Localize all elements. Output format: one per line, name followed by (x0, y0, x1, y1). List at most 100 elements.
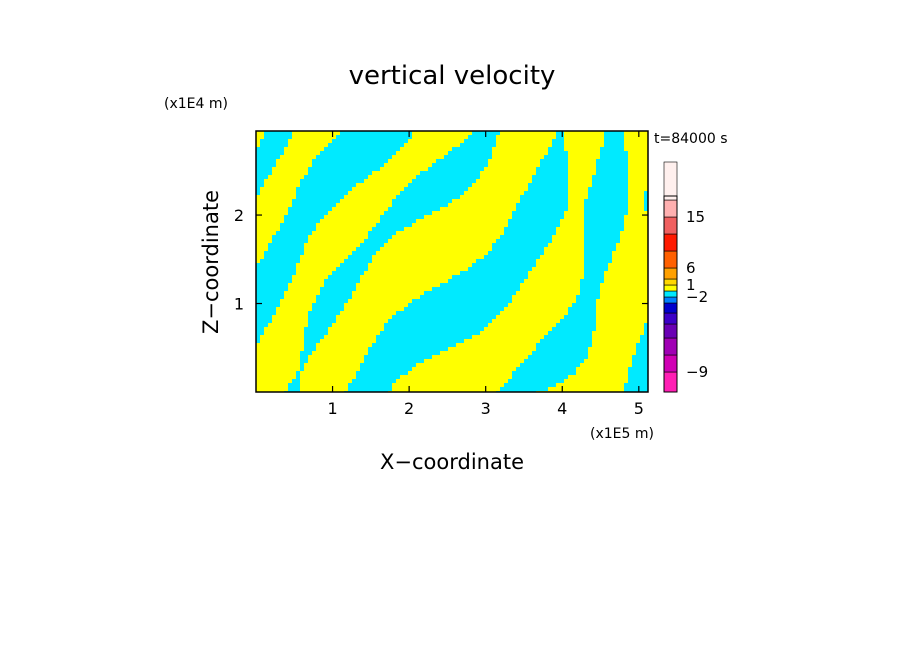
contour-cell (360, 147, 364, 151)
contour-cell (464, 155, 468, 159)
contour-cell (540, 227, 544, 231)
contour-cell (484, 259, 488, 263)
contour-cell (596, 295, 600, 299)
contour-cell (300, 235, 304, 239)
contour-cell (384, 383, 388, 387)
contour-cell (420, 191, 424, 195)
contour-cell (404, 351, 408, 355)
contour-cell (296, 235, 300, 239)
contour-cell (388, 383, 392, 387)
contour-cell (588, 335, 592, 339)
contour-cell (496, 299, 500, 303)
contour-cell (504, 263, 508, 267)
contour-cell (312, 203, 316, 207)
contour-cell (440, 203, 444, 207)
contour-cell (504, 291, 508, 295)
contour-cell (448, 287, 452, 291)
contour-cell (264, 147, 268, 151)
contour-cell (524, 219, 528, 223)
contour-cell (524, 367, 528, 371)
contour-cell (336, 183, 340, 187)
contour-cell (564, 323, 568, 327)
contour-cell (480, 303, 484, 307)
contour-cell (544, 179, 548, 183)
contour-cell (296, 223, 300, 227)
contour-cell (476, 167, 480, 171)
contour-cell (276, 295, 280, 299)
contour-cell (396, 319, 400, 323)
contour-cell (600, 163, 604, 167)
contour-cell (260, 143, 264, 147)
contour-cell (616, 171, 620, 175)
contour-cell (376, 151, 380, 155)
contour-cell (532, 231, 536, 235)
contour-cell (612, 211, 616, 215)
contour-cell (376, 371, 380, 375)
contour-cell (572, 343, 576, 347)
contour-cell (400, 215, 404, 219)
contour-cell (268, 143, 272, 147)
contour-cell (560, 371, 564, 375)
contour-cell (296, 215, 300, 219)
contour-cell (488, 283, 492, 287)
contour-cell (336, 303, 340, 307)
contour-cell (564, 167, 568, 171)
contour-cell (344, 291, 348, 295)
contour-cell (416, 207, 420, 211)
contour-cell (544, 379, 548, 383)
contour-cell (448, 163, 452, 167)
contour-cell (496, 303, 500, 307)
contour-cell (556, 223, 560, 227)
contour-cell (272, 263, 276, 267)
contour-cell (560, 195, 564, 199)
contour-cell (524, 235, 528, 239)
contour-cell (548, 235, 552, 239)
contour-cell (364, 259, 368, 263)
contour-cell (320, 171, 324, 175)
contour-cell (632, 383, 636, 387)
contour-cell (540, 343, 544, 347)
contour-cell (472, 263, 476, 267)
contour-cell (280, 247, 284, 251)
contour-cell (364, 387, 368, 391)
contour-cell (396, 131, 400, 135)
contour-cell (460, 171, 464, 175)
contour-cell (588, 343, 592, 347)
contour-cell (536, 183, 540, 187)
contour-cell (260, 275, 264, 279)
contour-cell (560, 359, 564, 363)
contour-cell (280, 275, 284, 279)
contour-cell (596, 263, 600, 267)
contour-cell (256, 179, 260, 183)
contour-cell (264, 311, 268, 315)
contour-cell (320, 183, 324, 187)
contour-cell (576, 359, 580, 363)
contour-cell (392, 323, 396, 327)
contour-cell (468, 315, 472, 319)
contour-cell (596, 243, 600, 247)
contour-cell (448, 179, 452, 183)
contour-cell (348, 183, 352, 187)
contour-cell (456, 191, 460, 195)
contour-cell (280, 283, 284, 287)
contour-cell (384, 351, 388, 355)
contour-cell (264, 303, 268, 307)
contour-cell (288, 131, 292, 135)
contour-cell (384, 239, 388, 243)
contour-cell (552, 219, 556, 223)
contour-cell (504, 283, 508, 287)
contour-cell (328, 291, 332, 295)
contour-cell (300, 191, 304, 195)
contour-cell (332, 275, 336, 279)
contour-cell (408, 331, 412, 335)
contour-cell (620, 183, 624, 187)
contour-cell (580, 315, 584, 319)
contour-cell (400, 335, 404, 339)
contour-cell (616, 195, 620, 199)
contour-cell (520, 267, 524, 271)
contour-cell (536, 171, 540, 175)
contour-cell (496, 243, 500, 247)
contour-cell (344, 143, 348, 147)
contour-cell (424, 351, 428, 355)
contour-cell (528, 219, 532, 223)
